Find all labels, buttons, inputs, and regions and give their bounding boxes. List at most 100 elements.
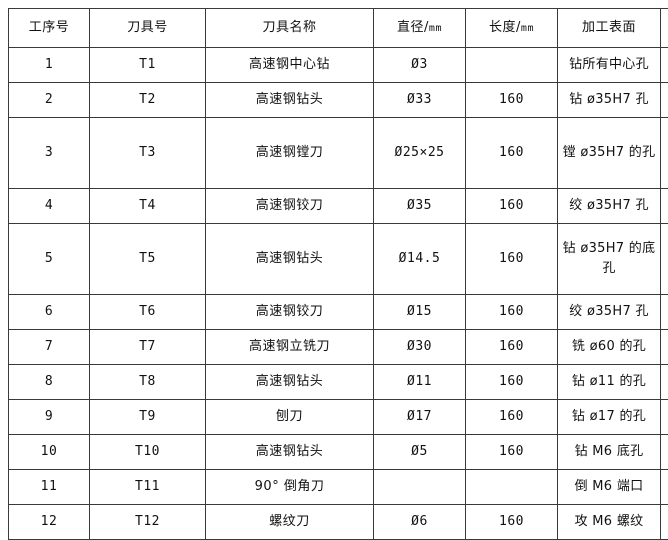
cell-tool-name: 高速钢钻头 [206,224,374,295]
cell-remarks [661,470,668,505]
cell-remarks: 2.7 [661,365,668,400]
cell-diameter: Ø35 [374,189,466,224]
cell-tool-number: T12 [90,505,206,540]
cell-machined-surface: 绞 ø35H7 孔 [558,189,661,224]
cell-diameter: Ø33 [374,83,466,118]
cell-sequence-number: 6 [9,295,90,330]
column-header-tool-number: 刀具号 [90,9,206,48]
cell-sequence-number: 7 [9,330,90,365]
cell-diameter: Ø25×25 [374,118,466,189]
cell-length: 160 [466,435,558,470]
cell-tool-number: T10 [90,435,206,470]
length-header-text: 长度/ [489,20,521,35]
cell-tool-number: T8 [90,365,206,400]
tooling-process-table-container: 工序号 刀具号 刀具名称 直径/mm 长度/mm 加工表面 备注 1T1高速钢中… [8,8,660,540]
cell-tool-number: T3 [90,118,206,189]
cell-length: 160 [466,330,558,365]
cell-tool-number: T4 [90,189,206,224]
cell-diameter: Ø30 [374,330,466,365]
cell-remarks [661,48,668,83]
column-header-sequence-number: 工序号 [9,9,90,48]
table-header-row: 工序号 刀具号 刀具名称 直径/mm 长度/mm 加工表面 备注 [9,9,668,48]
cell-remarks: 10 [661,83,668,118]
cell-remarks [661,189,668,224]
cell-tool-name: 高速钢中心钻 [206,48,374,83]
cell-length [466,48,558,83]
cell-tool-name: 高速钢钻头 [206,435,374,470]
cell-sequence-number: 5 [9,224,90,295]
cell-machined-surface: 钻 ø11 的孔 [558,365,661,400]
cell-diameter: Ø14.5 [374,224,466,295]
cell-diameter: Ø6 [374,505,466,540]
diameter-header-unit: mm [429,23,442,34]
cell-sequence-number: 9 [9,400,90,435]
cell-diameter: Ø17 [374,400,466,435]
cell-sequence-number: 12 [9,505,90,540]
cell-remarks: 1.3 [661,435,668,470]
cell-tool-name: 高速钢钻头 [206,365,374,400]
cell-diameter: Ø15 [374,295,466,330]
cell-tool-number: T2 [90,83,206,118]
tooling-process-table: 工序号 刀具号 刀具名称 直径/mm 长度/mm 加工表面 备注 1T1高速钢中… [8,8,668,540]
cell-tool-number: T7 [90,330,206,365]
cell-length: 160 [466,295,558,330]
cell-tool-number: T11 [90,470,206,505]
cell-remarks [661,505,668,540]
diameter-header-text: 直径/ [397,20,429,35]
cell-machined-surface: 镗 ø35H7 的孔 [558,118,661,189]
cell-sequence-number: 10 [9,435,90,470]
cell-remarks: 2.7 [661,224,668,295]
column-header-remarks: 备注 [661,9,668,48]
cell-machined-surface: 倒 M6 端口 [558,470,661,505]
column-header-length: 长度/mm [466,9,558,48]
cell-sequence-number: 11 [9,470,90,505]
cell-length: 160 [466,83,558,118]
cell-sequence-number: 3 [9,118,90,189]
cell-remarks [661,295,668,330]
cell-tool-name: 螺纹刀 [206,505,374,540]
cell-tool-number: T1 [90,48,206,83]
cell-remarks [661,330,668,365]
cell-tool-name: 高速钢钻头 [206,83,374,118]
cell-machined-surface: 钻 ø35H7 的底孔 [558,224,661,295]
cell-length: 160 [466,189,558,224]
cell-remarks [661,118,668,189]
cell-diameter [374,470,466,505]
cell-sequence-number: 1 [9,48,90,83]
cell-machined-surface: 钻 M6 底孔 [558,435,661,470]
cell-length: 160 [466,365,558,400]
cell-remarks [661,400,668,435]
cell-diameter: Ø5 [374,435,466,470]
cell-machined-surface: 钻所有中心孔 [558,48,661,83]
column-header-machined-surface: 加工表面 [558,9,661,48]
cell-tool-name: 刨刀 [206,400,374,435]
cell-length: 160 [466,400,558,435]
cell-tool-name: 高速钢铰刀 [206,295,374,330]
cell-machined-surface: 钻 ø35H7 孔 [558,83,661,118]
column-header-tool-name: 刀具名称 [206,9,374,48]
cell-machined-surface: 绞 ø35H7 孔 [558,295,661,330]
cell-length: 160 [466,224,558,295]
cell-sequence-number: 2 [9,83,90,118]
cell-sequence-number: 4 [9,189,90,224]
cell-diameter: Ø3 [374,48,466,83]
length-header-unit: mm [521,23,534,34]
cell-length: 160 [466,118,558,189]
column-header-diameter: 直径/mm [374,9,466,48]
cell-tool-number: T9 [90,400,206,435]
cell-tool-number: T6 [90,295,206,330]
cell-tool-number: T5 [90,224,206,295]
cell-sequence-number: 8 [9,365,90,400]
cell-tool-name: 高速钢镗刀 [206,118,374,189]
